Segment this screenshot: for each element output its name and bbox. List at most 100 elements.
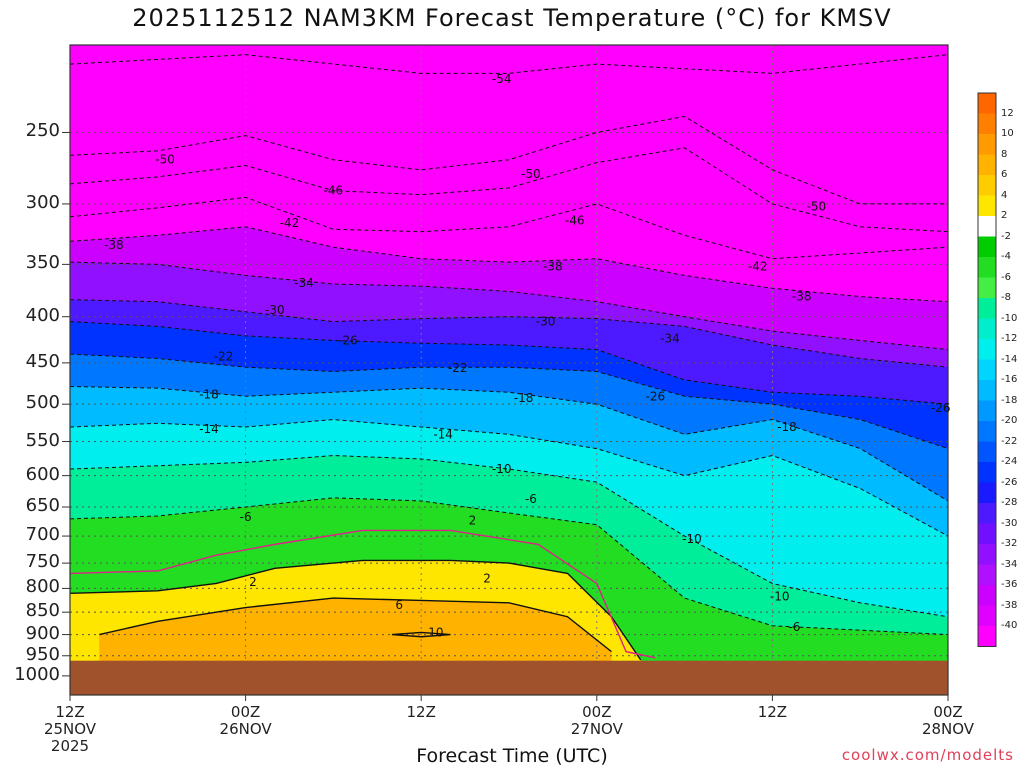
isotherm-label: -10: [492, 462, 512, 476]
isotherm-label: -26: [338, 333, 358, 347]
colorbar-swatch: [978, 339, 996, 360]
y-tick-label: 650: [25, 495, 60, 516]
isotherm-label: -46: [324, 184, 344, 198]
colorbar-swatch: [978, 195, 996, 216]
isotherm-label: -38: [104, 238, 124, 252]
y-tick-label: 950: [25, 643, 60, 665]
colorbar-label: -14: [1001, 353, 1018, 365]
colorbar-swatch: [978, 503, 996, 524]
colorbar-label: -18: [1001, 394, 1018, 406]
colorbar-label: -16: [1001, 374, 1018, 385]
plot-frame: [69, 44, 949, 696]
colorbar-frame: [977, 92, 997, 647]
isotherm-label: -6: [240, 510, 252, 524]
isotherm-label: 2: [483, 571, 491, 585]
isotherm-label: -50: [521, 167, 541, 181]
isotherm-label: -38: [543, 260, 563, 274]
isotherm-label: -22: [448, 361, 468, 375]
isotherm--42: [70, 196, 948, 260]
colorbar-label: -8: [1001, 292, 1011, 303]
colorbar-label: -6: [1001, 271, 1011, 283]
isotherm--34: [70, 261, 948, 351]
colorbar-swatch: [978, 544, 996, 565]
x-axis-title: Forecast Time (UTC): [416, 745, 608, 767]
isotherm-label: -42: [280, 216, 300, 230]
isotherm--30: [70, 299, 948, 368]
colorbar-label: -22: [1001, 435, 1018, 447]
colorbar-swatch: [978, 257, 996, 278]
colorbar-label: -36: [1001, 579, 1018, 590]
chart-title: 2025112512 NAM3KM Forecast Temperature (…: [132, 4, 892, 32]
isotherm-label: -18: [514, 391, 534, 405]
isotherm-label: -54: [492, 72, 512, 86]
isotherm--54: [70, 54, 948, 74]
colorbar-label: 8: [1001, 148, 1008, 160]
colorbar-label: 4: [1001, 189, 1008, 201]
isotherm-label: -26: [646, 389, 666, 403]
colorbar-swatch: [978, 93, 996, 114]
isotherm-label: -14: [199, 422, 219, 436]
colorbar-label: -32: [1001, 538, 1018, 549]
isotherm-label: -34: [294, 276, 314, 290]
colorbar-label: 6: [1001, 169, 1008, 180]
colorbar-swatch: [978, 113, 996, 134]
y-tick-label: 350: [25, 252, 60, 274]
colorbar-swatch: [978, 380, 996, 401]
isotherm--14: [70, 419, 948, 537]
colorbar-swatch: [978, 626, 996, 647]
isotherm-label: -42: [748, 260, 768, 274]
x-tick-label: 12Z 25NOV 2025: [43, 703, 97, 755]
colorbar-swatch: [978, 400, 996, 421]
colorbar-swatch: [978, 441, 996, 462]
y-tick-label: 700: [25, 524, 60, 546]
isotherm-label: 2: [469, 514, 477, 528]
isotherm-6: [99, 597, 612, 653]
credit-link[interactable]: coolwx.com/modelts: [841, 746, 1014, 764]
isotherm-label: -18: [199, 388, 219, 402]
y-tick-label: 450: [25, 350, 60, 372]
y-tick-label: 300: [25, 191, 60, 213]
isotherm--38: [70, 226, 948, 303]
y-tick-label: 250: [25, 120, 60, 142]
y-tick-label: 400: [25, 304, 60, 326]
x-tick-label: 12Z: [757, 703, 788, 721]
colorbar-label: -34: [1001, 558, 1018, 570]
x-tick-label: 00Z 26NOV: [219, 703, 272, 738]
y-tick-label: 800: [25, 576, 60, 598]
colorbar-swatch: [978, 236, 996, 257]
isotherm--26: [70, 321, 948, 405]
isotherm-label: 6: [395, 598, 403, 612]
colorbar-label: 10: [1001, 128, 1014, 139]
isotherm-label: -6: [788, 620, 800, 634]
colorbar-swatch: [978, 216, 996, 237]
isotherm-10: [391, 631, 451, 638]
isotherm-label: -14: [433, 427, 453, 441]
colorbar-swatch: [978, 462, 996, 483]
colorbar-swatch: [978, 482, 996, 503]
isotherm-label: -22: [214, 350, 234, 364]
x-tick-label: 00Z 28NOV: [921, 703, 975, 738]
colorbar-label: -38: [1001, 599, 1018, 611]
y-tick-label: 850: [25, 600, 60, 622]
colorbar-swatch: [978, 277, 996, 298]
colorbar-label: -12: [1001, 333, 1018, 344]
isotherm-label: -46: [565, 214, 585, 228]
colorbar-swatch: [978, 359, 996, 380]
isotherm-label: 2: [249, 575, 257, 589]
colorbar-label: -26: [1001, 476, 1018, 488]
isotherm--50: [70, 115, 948, 205]
isotherm-label: -26: [931, 401, 951, 415]
freezing-line: [70, 529, 656, 659]
colorbar-swatch: [978, 134, 996, 155]
isotherm--46: [70, 147, 948, 233]
isotherm-label: -18: [777, 420, 797, 434]
colorbar-swatch: [978, 154, 996, 175]
isotherm-label: -10: [770, 590, 790, 604]
isotherm-label: -34: [660, 332, 680, 346]
colorbar-swatch: [978, 175, 996, 196]
colorbar-swatch: [978, 318, 996, 339]
ground-surface: [70, 660, 948, 695]
colorbar-swatch: [978, 523, 996, 544]
isotherm-label: -6: [525, 492, 537, 506]
